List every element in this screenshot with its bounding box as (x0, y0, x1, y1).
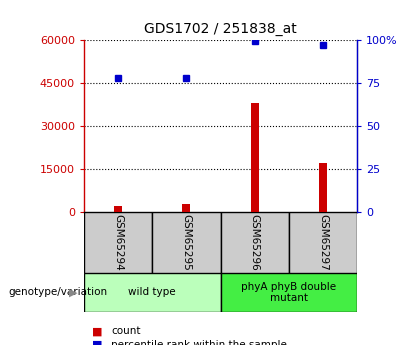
Text: GSM65294: GSM65294 (113, 214, 123, 271)
Text: ■: ■ (92, 340, 103, 345)
Text: ■: ■ (92, 326, 103, 336)
Text: GSM65297: GSM65297 (318, 214, 328, 271)
Text: wild type: wild type (129, 287, 176, 297)
Text: count: count (111, 326, 141, 336)
Text: phyA phyB double
mutant: phyA phyB double mutant (241, 282, 336, 303)
Text: percentile rank within the sample: percentile rank within the sample (111, 340, 287, 345)
Text: GSM65296: GSM65296 (249, 214, 260, 271)
Bar (84, 212, 152, 273)
Bar (251, 103, 259, 212)
Bar (220, 273, 357, 312)
Bar (114, 206, 122, 212)
Text: genotype/variation: genotype/variation (8, 287, 108, 297)
Bar (319, 163, 327, 212)
Bar (289, 212, 357, 273)
Title: GDS1702 / 251838_at: GDS1702 / 251838_at (144, 22, 297, 36)
Bar (182, 204, 191, 212)
Bar (84, 273, 220, 312)
Bar (220, 212, 289, 273)
Bar (152, 212, 221, 273)
Text: GSM65295: GSM65295 (181, 214, 192, 271)
Text: ▶: ▶ (69, 287, 78, 297)
